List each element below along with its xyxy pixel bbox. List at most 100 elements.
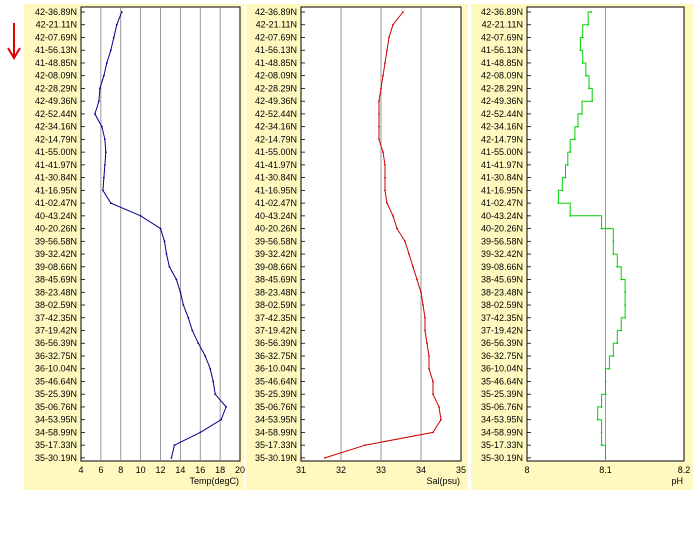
- panel-1-y-tick-label: 41-48.85N: [255, 58, 297, 68]
- panel-1-y-tick-label: 42-08.09N: [255, 71, 297, 81]
- panel-2-y-tick-label: 42-28.29N: [481, 83, 523, 93]
- panel-0-data-point: [197, 342, 200, 345]
- panel-0-y-tick-label: 40-43.24N: [35, 211, 77, 221]
- panel-2-data-point: [584, 74, 587, 77]
- panel-2-data-point: [577, 125, 579, 128]
- panel-0-data-point: [112, 36, 115, 39]
- panel-0-data-point: [182, 304, 185, 306]
- panel-2-y-tick-label: 36-56.39N: [481, 338, 523, 348]
- panel-0-y-tick-label: 35-46.64N: [35, 376, 77, 386]
- panel-0-data-point: [212, 380, 215, 383]
- panel-1-y-tick-label: 41-55.00N: [255, 147, 297, 157]
- panel-0-y-tick-label: 42-34.16N: [35, 122, 77, 132]
- panel-2-data-point: [587, 23, 590, 26]
- panel-1-y-tick-label: 41-02.47N: [255, 198, 297, 208]
- panel-1-data-point: [428, 367, 430, 370]
- panel-2-y-tick-label: 42-08.09N: [481, 71, 523, 81]
- panel-2-data-point: [588, 87, 590, 90]
- panel-2-y-tick-label: 35-46.64N: [481, 376, 523, 386]
- panel-1-y-tick-label: 35-17.33N: [255, 440, 297, 450]
- panel-0-y-tick-label: 42-07.69N: [35, 32, 77, 42]
- panel-0-y-tick-label: 41-56.13N: [35, 45, 77, 55]
- panel-2-y-tick-label: 35-06.76N: [481, 402, 523, 412]
- panel-2-y-tick-label: 41-56.13N: [481, 45, 523, 55]
- panel-1-y-tick-label: 35-06.76N: [255, 402, 297, 412]
- panel-1-y-tick-label: 41-30.84N: [255, 173, 297, 183]
- panel-2-data-point: [561, 189, 564, 192]
- panel-2-y-tick-label: 41-55.00N: [481, 147, 523, 157]
- panel-0-x-tick-label: 20: [235, 465, 245, 475]
- panel-1-data-point: [378, 138, 380, 141]
- panel-0-x-tick-label: 6: [98, 465, 103, 475]
- panel-0-y-tick-label: 38-02.59N: [35, 300, 77, 310]
- panel-2-y-tick-label: 34-53.95N: [481, 415, 523, 425]
- panel-0-y-tick-label: 39-56.58N: [35, 236, 77, 246]
- ph-panel: 8 8.1 8.2pH 42-36.89N 42-21.11N 42-07.69N 41-5…: [471, 4, 693, 490]
- panel-0-data-point: [115, 23, 118, 26]
- panel-2-data-point: [596, 418, 599, 421]
- panel-0-data-point: [175, 278, 178, 281]
- panel-0-y-tick-label: 37-19.42N: [35, 326, 77, 336]
- panel-1-data-point: [392, 214, 394, 217]
- panel-2-x-tick-label: 8.2: [678, 465, 691, 475]
- panel-0-data-point: [168, 265, 171, 268]
- panel-2-y-tick-label: 41-48.85N: [481, 58, 523, 68]
- panel-0-data-point: [102, 176, 105, 179]
- panel-2-y-tick-label: 39-32.42N: [481, 249, 523, 259]
- panel-0-data-point: [173, 444, 176, 447]
- panel-1-y-tick-label: 42-34.16N: [255, 122, 297, 132]
- panel-0-data-point: [225, 406, 227, 408]
- panel-0-y-tick-label: 35-17.33N: [35, 440, 77, 450]
- panel-0-y-tick-label: 41-41.97N: [35, 160, 77, 170]
- panel-1-data-point: [388, 36, 390, 39]
- panel-1-y-tick-label: 42-07.69N: [255, 32, 297, 42]
- panel-1-data-point: [402, 11, 404, 13]
- panel-1-data-point: [440, 418, 442, 421]
- panel-1-y-tick-label: 42-14.79N: [255, 134, 297, 144]
- panel-2-y-tick-label: 42-34.16N: [481, 122, 523, 132]
- panel-2-y-tick-label: 35-25.39N: [481, 389, 523, 399]
- panel-1-y-tick-label: 41-41.97N: [255, 160, 297, 170]
- panel-1-data-point: [380, 87, 382, 90]
- panel-2-data-point: [590, 11, 593, 13]
- panel-0-x-axis-title: Temp(degC): [189, 476, 239, 486]
- panel-1-data-point: [420, 291, 422, 294]
- panel-1-y-tick-label: 34-58.99N: [255, 427, 297, 437]
- panel-0-data-point: [214, 393, 217, 396]
- panel-2-y-tick-label: 38-45.69N: [481, 275, 523, 285]
- panel-1-data-point: [416, 278, 418, 281]
- panel-2-x-axis-title: pH: [671, 476, 683, 486]
- panel-2-y-tick-label: 42-49.36N: [481, 96, 523, 106]
- panel-1-y-tick-label: 38-02.59N: [255, 300, 297, 310]
- panel-1-data-point: [426, 342, 428, 345]
- panel-1-data-point: [424, 329, 426, 332]
- panel-1-data-point: [364, 444, 366, 447]
- panel-1-y-tick-label: 42-52.44N: [255, 109, 297, 119]
- panel-0-y-tick-label: 40-20.26N: [35, 224, 77, 234]
- panel-1-y-tick-label: 42-49.36N: [255, 96, 297, 106]
- panel-2-data-point: [612, 253, 615, 255]
- panel-1-x-tick-label: 35: [456, 465, 466, 475]
- panel-1-data-point: [404, 240, 406, 243]
- panel-2-data-point: [600, 431, 603, 434]
- panel-1-data-point: [438, 406, 440, 408]
- panel-2-y-tick-label: 42-07.69N: [481, 32, 523, 42]
- panel-1-data-point: [384, 189, 386, 192]
- panel-2-data-point: [604, 393, 607, 396]
- panel-2-y-tick-label: 41-30.84N: [481, 173, 523, 183]
- panel-0-data-point: [199, 431, 202, 434]
- panel-2-y-tick-label: 42-21.11N: [482, 20, 523, 30]
- panel-1-y-tick-label: 39-56.58N: [255, 236, 297, 246]
- panel-2-y-tick-label: 39-08.66N: [481, 262, 523, 272]
- panel-0-data-point: [139, 214, 142, 217]
- panel-1-x-tick-label: 31: [296, 465, 306, 475]
- panel-2-y-tick-label: 41-41.97N: [481, 160, 523, 170]
- panel-0-x-tick-label: 10: [136, 465, 146, 475]
- panel-2-y-tick-label: 36-10.04N: [481, 364, 523, 374]
- panel-2-y-tick-label: 40-20.26N: [481, 224, 523, 234]
- panel-0-y-tick-label: 42-08.09N: [35, 71, 77, 81]
- panel-0-y-tick-label: 35-06.76N: [35, 402, 77, 412]
- panel-0-data-point: [98, 87, 101, 90]
- panel-0-data-point: [103, 138, 106, 141]
